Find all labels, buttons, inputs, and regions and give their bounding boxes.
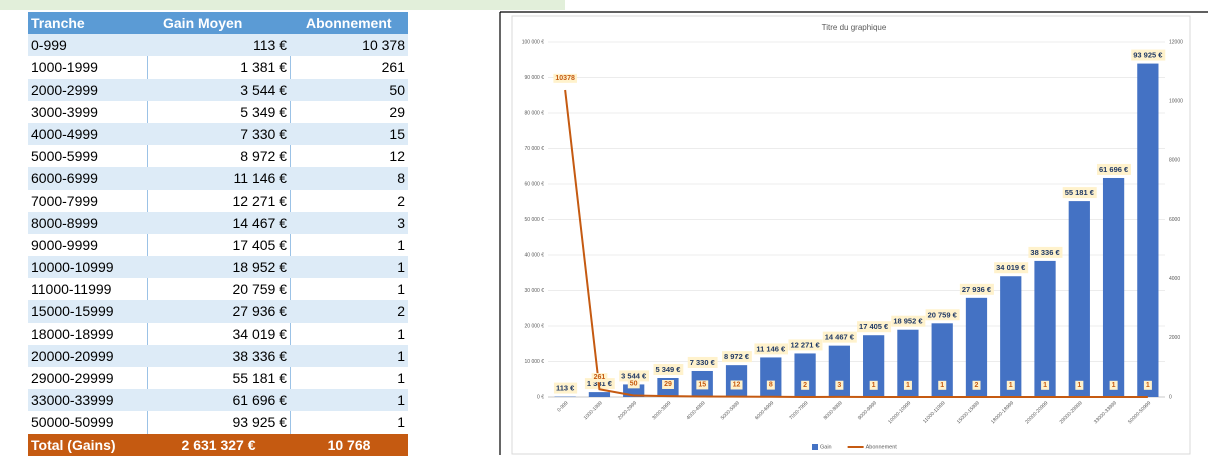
y2-tick-label: 12000: [1169, 39, 1183, 45]
data-label: 3 544 €: [621, 371, 647, 380]
legend-swatch: [812, 444, 818, 450]
data-label: 1: [1146, 382, 1150, 389]
data-label: 34 019 €: [996, 263, 1026, 272]
data-label: 93 925 €: [1133, 51, 1163, 60]
data-label: 18 952 €: [893, 317, 923, 326]
data-label: 1: [1077, 382, 1081, 389]
bar: [760, 357, 781, 397]
data-label: 1: [1043, 382, 1047, 389]
data-label: 3: [837, 382, 841, 389]
y-tick-label: 50 000 €: [525, 217, 545, 223]
data-label: 12: [733, 381, 741, 388]
y-tick-label: 20 000 €: [525, 323, 545, 329]
y-tick-label: 70 000 €: [525, 146, 545, 152]
data-label: 15: [698, 381, 706, 388]
data-label: 11 146 €: [756, 344, 786, 353]
data-label: 50: [630, 380, 638, 387]
data-label: 29: [664, 381, 672, 388]
bar: [1000, 276, 1021, 397]
y-tick-label: 10 000 €: [525, 359, 545, 365]
data-label: 12 271 €: [790, 340, 820, 349]
y-tick-label: 40 000 €: [525, 252, 545, 258]
y-tick-label: 0 €: [537, 394, 544, 400]
data-label: 8 972 €: [724, 352, 750, 361]
data-label: 1: [940, 382, 944, 389]
y2-tick-label: 2000: [1169, 335, 1180, 341]
y-tick-label: 100 000 €: [522, 39, 544, 45]
data-label: 7 330 €: [690, 358, 716, 367]
legend-label: Abonnement: [866, 444, 898, 450]
y-tick-label: 90 000 €: [525, 75, 545, 81]
data-label: 10378: [555, 75, 575, 82]
chart-title: Titre du graphique: [822, 23, 887, 32]
bar: [1069, 201, 1090, 397]
data-label: 38 336 €: [1030, 248, 1060, 257]
data-label: 1: [1009, 382, 1013, 389]
bar: [1034, 261, 1055, 397]
y2-tick-label: 6000: [1169, 217, 1180, 223]
data-label: 55 181 €: [1065, 188, 1095, 197]
bar: [1103, 178, 1124, 397]
data-label: 2: [975, 382, 979, 389]
data-label: 2: [803, 382, 807, 389]
data-label: 1: [1112, 382, 1116, 389]
y2-tick-label: 10000: [1169, 98, 1183, 104]
data-label: 27 936 €: [962, 285, 992, 294]
bar: [1137, 64, 1158, 397]
data-label: 1: [872, 382, 876, 389]
y-tick-label: 80 000 €: [525, 110, 545, 116]
data-label: 17 405 €: [859, 322, 889, 331]
y-tick-label: 30 000 €: [525, 288, 545, 294]
bar: [794, 353, 815, 397]
y2-tick-label: 4000: [1169, 276, 1180, 282]
data-label: 20 759 €: [928, 310, 958, 319]
y-tick-label: 60 000 €: [525, 181, 545, 187]
bar: [589, 392, 610, 397]
data-label: 1: [906, 382, 910, 389]
y2-tick-label: 0: [1169, 394, 1172, 400]
data-label: 14 467 €: [825, 333, 855, 342]
data-label: 113 €: [556, 384, 575, 393]
y2-tick-label: 8000: [1169, 158, 1180, 164]
legend-label: Gain: [820, 444, 832, 450]
data-label: 8: [769, 382, 773, 389]
data-label: 61 696 €: [1099, 165, 1129, 174]
data-label: 261: [594, 374, 606, 381]
data-label: 5 349 €: [655, 365, 681, 374]
